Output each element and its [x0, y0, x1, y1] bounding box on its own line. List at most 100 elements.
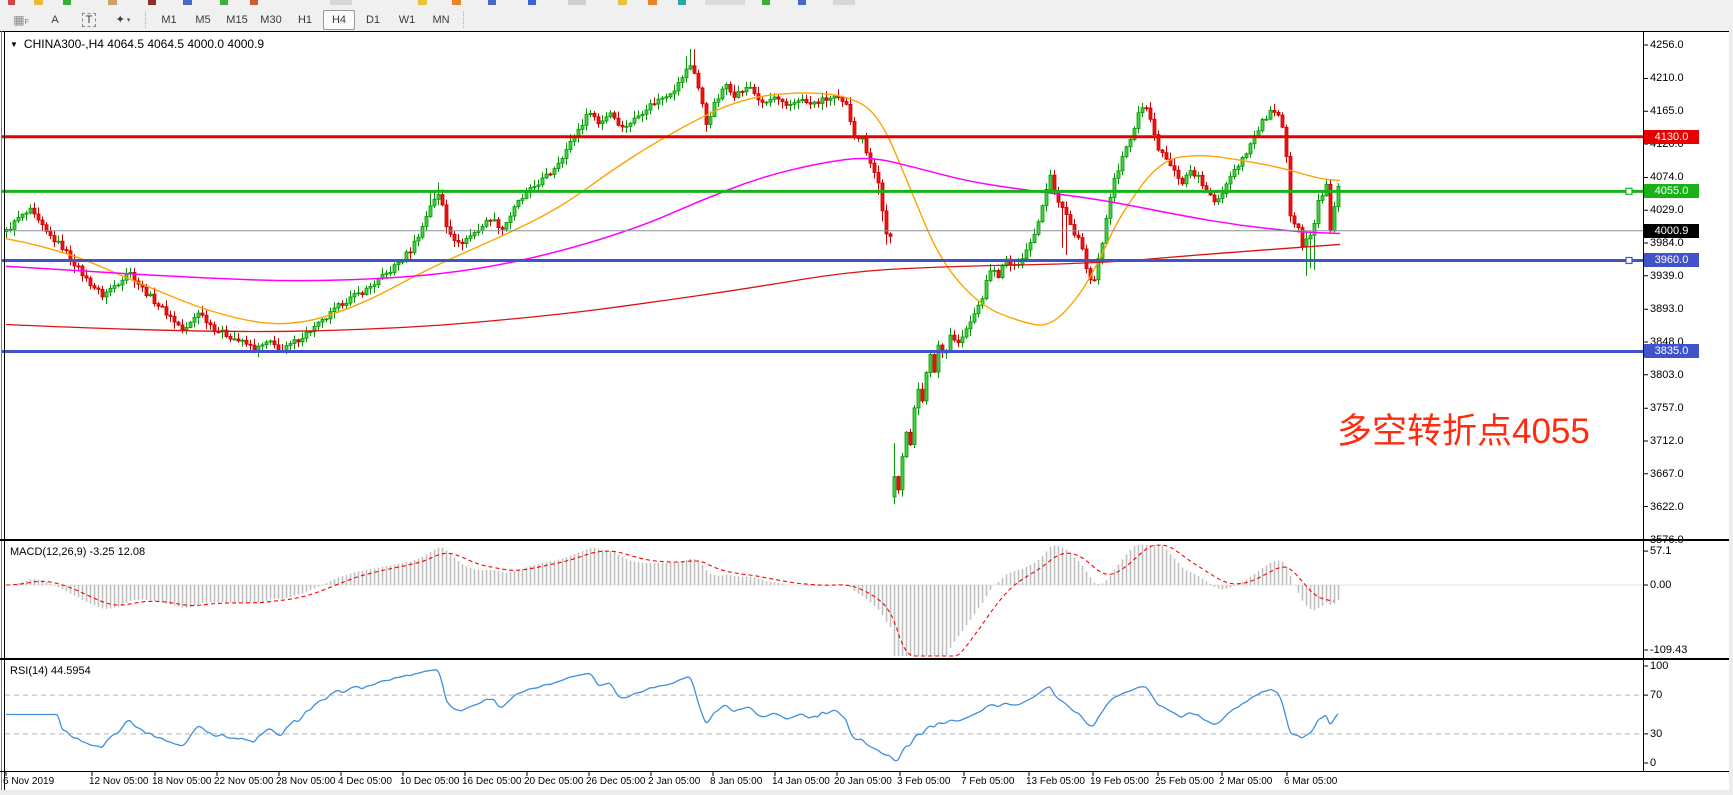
time-axis-border	[0, 771, 1733, 772]
date-axis-label: 12 Nov 05:00	[89, 776, 149, 787]
hline-handle[interactable]	[1625, 256, 1633, 265]
date-axis-label: 14 Jan 05:00	[772, 776, 830, 787]
tool-sub-label: F	[24, 19, 29, 26]
rsi-indicator-label: RSI(14) 44.5954	[10, 665, 91, 677]
clipped-icon-fragment	[108, 0, 117, 5]
date-axis-label: 22 Nov 05:00	[214, 776, 274, 787]
price-line-badge: 3835.0	[1644, 344, 1699, 359]
date-axis-label: 20 Dec 05:00	[524, 776, 584, 787]
clipped-icon-fragment	[418, 0, 427, 5]
arrow-label-tool-icon: A	[51, 13, 59, 26]
arrow-label-tool-button[interactable]: A	[39, 10, 71, 30]
price-axis-label: 3893.0	[1650, 303, 1684, 316]
chart-toolbar: ▦ F A T ✦ ▾ M1 M5 M15 M30 H1 H4 D1 W1 MN	[0, 8, 1733, 31]
timeframe-button-h4[interactable]: H4	[323, 9, 355, 30]
clipped-icon-fragment	[63, 0, 71, 5]
clipped-icon-fragment	[618, 0, 627, 5]
clipped-icon-fragment	[705, 0, 745, 5]
rsi-axis-label: 100	[1650, 660, 1669, 672]
date-axis-label: 7 Feb 05:00	[961, 776, 1015, 787]
date-axis-label: 2 Mar 05:00	[1219, 776, 1273, 787]
ma-slow-red	[5, 243, 1341, 333]
price-axis-label: 4074.0	[1650, 171, 1684, 184]
macd-indicator-label: MACD(12,26,9) -3.25 12.08	[10, 546, 146, 558]
chart-grid-tool-icon: ▦	[13, 12, 24, 27]
macd-axis-label: -109.43	[1650, 644, 1688, 656]
dropdown-caret-icon[interactable]: ▾	[126, 16, 131, 24]
date-axis-label: 28 Nov 05:00	[276, 776, 336, 787]
macd-axis-label: 0.00	[1650, 579, 1672, 591]
date-axis-label: 25 Feb 05:00	[1155, 776, 1214, 787]
rsi-line	[6, 669, 1339, 762]
price-axis-label: 4256.0	[1650, 39, 1684, 51]
clipped-icon-fragment	[678, 0, 686, 5]
date-axis-label: 13 Feb 05:00	[1026, 776, 1085, 787]
window-left-border-inner	[4, 31, 5, 790]
clipped-icon-fragment	[330, 0, 352, 5]
rsi-panel-separator[interactable]	[0, 658, 1733, 660]
price-axis-label: 3757.0	[1650, 402, 1684, 415]
macd-axis-label: 57.1	[1650, 545, 1672, 558]
window-top-border	[0, 31, 1733, 32]
chart-grid-tool-button[interactable]: ▦ F	[5, 10, 37, 30]
shapes-tool-button[interactable]: ✦ ▾	[107, 10, 139, 30]
price-line-badge: 4130.0	[1644, 129, 1699, 144]
price-axis-label: 3803.0	[1650, 368, 1684, 381]
date-axis-label: 4 Dec 05:00	[338, 776, 392, 787]
shapes-tool-icon: ✦	[115, 14, 125, 26]
timeframe-button-m15[interactable]: M15	[226, 13, 248, 26]
current-price-badge: 4000.9	[1644, 223, 1699, 238]
price-axis-label: 4210.0	[1650, 72, 1684, 85]
date-axis-label: 26 Dec 05:00	[586, 776, 646, 787]
rsi-axis-label: 0	[1650, 757, 1657, 769]
date-axis-label: 6 Mar 05:00	[1284, 776, 1338, 787]
timeframe-button-w1[interactable]: W1	[398, 13, 416, 26]
ma-medium-magenta	[5, 157, 1341, 282]
text-tool-button[interactable]: T	[73, 10, 105, 30]
chart-title: ▼ CHINA300-,H4 4064.5 4064.5 4000.0 4000…	[10, 37, 264, 51]
price-axis-label: 3712.0	[1650, 435, 1684, 447]
ma-fast-orange	[5, 92, 1341, 326]
date-axis-label: 6 Nov 2019	[3, 776, 55, 787]
chart-text-annotation[interactable]: 多空转折点4055	[1337, 412, 1590, 451]
right-scroll-strip[interactable]	[1729, 31, 1733, 795]
date-axis-label: 10 Dec 05:00	[400, 776, 460, 787]
macd-panel-separator[interactable]	[0, 539, 1733, 541]
date-axis-label: 2 Jan 05:00	[648, 776, 701, 787]
timeframe-button-m30[interactable]: M30	[260, 13, 282, 26]
symbol-ohlc-text: CHINA300-,H4 4064.5 4064.5 4000.0 4000.9	[23, 37, 265, 51]
bottom-strip	[0, 790, 1733, 795]
price-line-badge: 4055.0	[1644, 184, 1699, 199]
price-axis-label: 3984.0	[1650, 237, 1684, 249]
clipped-icon-fragment	[183, 0, 192, 5]
clipped-icon-fragment	[34, 0, 43, 5]
window-left-border-outer	[1, 31, 2, 790]
price-line-badge: 3960.0	[1644, 253, 1699, 268]
clipped-icon-fragment	[452, 0, 461, 5]
clipped-icon-fragment	[148, 0, 156, 5]
date-axis-label: 20 Jan 05:00	[834, 776, 892, 787]
symbol-dropdown-icon[interactable]: ▼	[10, 39, 18, 49]
date-axis-label: 18 Nov 05:00	[152, 776, 212, 787]
rsi-axis-label: 30	[1650, 727, 1663, 740]
macd-signal-line	[5, 544, 1335, 657]
timeframe-button-d1[interactable]: D1	[365, 13, 381, 26]
timeframe-button-m5[interactable]: M5	[195, 13, 211, 26]
clipped-icon-fragment	[833, 0, 855, 5]
price-axis-label: 3939.0	[1650, 269, 1684, 282]
price-axis-label: 4165.0	[1650, 105, 1684, 118]
price-axis-label: 3667.0	[1650, 467, 1684, 480]
hline-handle[interactable]	[1625, 187, 1633, 195]
timeframe-button-m1[interactable]: M1	[161, 13, 177, 26]
toolbar-separator	[463, 11, 465, 28]
price-axis-border	[1643, 32, 1644, 772]
clipped-icon-fragment	[568, 0, 586, 5]
timeframe-button-mn[interactable]: MN	[432, 13, 450, 26]
clipped-icon-fragment	[798, 0, 806, 5]
timeframe-button-h1[interactable]: H1	[297, 13, 313, 26]
date-axis-label: 19 Feb 05:00	[1090, 776, 1149, 787]
clipped-icon-fragment	[528, 0, 536, 5]
clipped-icon-fragment	[488, 0, 496, 5]
